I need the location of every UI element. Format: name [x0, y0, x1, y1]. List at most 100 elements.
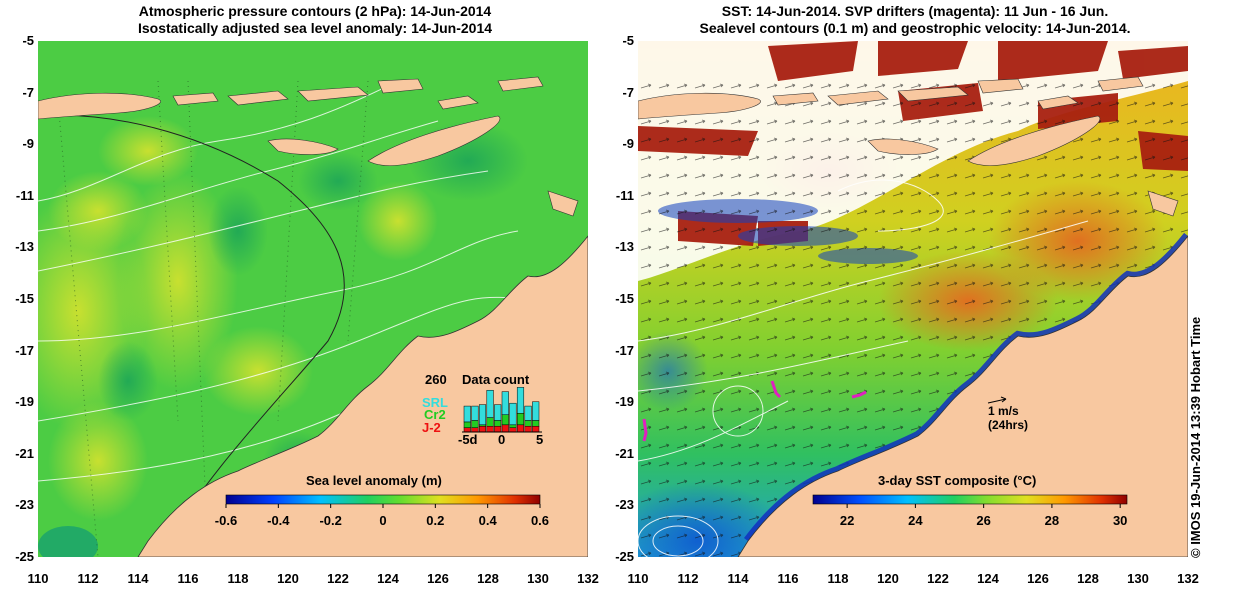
right-title-line2: Sealevel contours (0.1 m) and geostrophi… — [699, 20, 1131, 36]
sla-colorbar-title: Sea level anomaly (m) — [306, 473, 442, 488]
right-y-tick-label: -21 — [615, 445, 634, 461]
sst-map-svg: 1 m/s (24hrs) 3-day SST composite (°C) — [638, 41, 1188, 557]
data-count-bar-segment — [501, 424, 509, 433]
satellite-label-srl: SRL — [422, 395, 448, 410]
right-x-tick-label: 132 — [1177, 571, 1199, 586]
data-count-bar-segment — [524, 425, 532, 433]
data-count-xlabel-mid: 0 — [498, 432, 505, 447]
sst-colorbar-tick-label: 22 — [840, 513, 854, 528]
data-count-bar-segment — [471, 405, 479, 421]
left-y-tick-label: -23 — [15, 497, 34, 513]
sst-map: 1 m/s (24hrs) 3-day SST composite (°C) — [638, 41, 1188, 557]
left-x-tick-label: 128 — [477, 571, 499, 586]
left-y-tick-label: -17 — [15, 342, 34, 358]
left-x-tick-label: 132 — [577, 571, 599, 586]
right-y-tick-label: -23 — [615, 497, 634, 513]
left-y-tick-label: -9 — [22, 136, 34, 152]
data-count-bar-segment — [516, 387, 525, 414]
left-y-tick-label: -7 — [22, 84, 34, 100]
right-x-tick-label: 126 — [1027, 571, 1049, 586]
sla-colorbar: Sea level anomaly (m) -0.6 -0.4 -0.2 0 0.2 0.… — [215, 473, 549, 528]
right-title: SST: 14-Jun-2014. SVP drifters (magenta)… — [640, 3, 1190, 37]
data-count-bar-segment — [494, 404, 502, 421]
data-count-bar-segment — [463, 405, 471, 423]
drifter-tracks — [642, 380, 867, 442]
right-x-tick-label: 116 — [777, 571, 799, 586]
sla-colorbar-tick-label: -0.6 — [215, 513, 237, 528]
data-count-bar-segment — [501, 414, 509, 426]
data-count-bar-segment — [486, 425, 494, 433]
velocity-scale-sub: (24hrs) — [988, 418, 1028, 432]
data-count-inset: Data count 260 SRL Cr2 J-2 -5d 0 5 — [422, 372, 543, 447]
data-count-bar-segment — [478, 404, 487, 426]
velocity-scale-arrow: 1 m/s (24hrs) — [987, 396, 1028, 432]
data-count-max-label: 260 — [425, 372, 447, 387]
right-x-tick-label: 122 — [927, 571, 949, 586]
right-y-tick-label: -9 — [622, 136, 634, 152]
right-y-tick-label: -19 — [615, 394, 634, 410]
left-y-tick-label: -19 — [15, 394, 34, 410]
data-count-title: Data count — [462, 372, 530, 387]
data-count-bar-segment — [463, 421, 471, 428]
right-x-tick-label: 130 — [1127, 571, 1149, 586]
sla-colorbar-tick-label: -0.4 — [267, 513, 290, 528]
sst-colorbar-tick-label: 26 — [976, 513, 990, 528]
data-count-bar-segment — [532, 420, 540, 427]
data-count-bar-segment — [509, 424, 517, 428]
right-x-tick-label: 114 — [727, 571, 749, 586]
right-x-tick-label: 112 — [677, 571, 699, 586]
left-y-tick-label: -13 — [15, 239, 34, 255]
data-count-bar-segment — [524, 405, 532, 421]
data-count-bar-segment — [501, 391, 509, 415]
data-count-bar-segment — [516, 413, 525, 426]
sla-colorbar-tick-label: 0.2 — [426, 513, 444, 528]
right-x-tick-label: 128 — [1077, 571, 1099, 586]
sst-colorbar-tick-label: 28 — [1045, 513, 1059, 528]
left-y-tick-label: -11 — [15, 187, 34, 203]
left-x-tick-label: 116 — [177, 571, 199, 586]
sst-colorbar-title: 3-day SST composite (°C) — [878, 473, 1036, 488]
right-title-line1: SST: 14-Jun-2014. SVP drifters (magenta)… — [721, 3, 1109, 19]
left-y-tick-label: -21 — [15, 445, 34, 461]
sla-colorbar-tick-label: 0 — [379, 513, 386, 528]
right-y-tick-label: -11 — [615, 187, 634, 203]
right-y-tick-label: -17 — [615, 342, 634, 358]
right-y-tick-label: -15 — [615, 291, 634, 306]
right-x-tick-label: 110 — [627, 571, 649, 586]
data-count-bar-segment — [486, 389, 494, 418]
left-x-tick-label: 130 — [527, 571, 549, 586]
data-count-bar-segment — [516, 424, 525, 433]
velocity-scale-label: 1 m/s — [988, 404, 1019, 418]
left-x-tick-label: 120 — [277, 571, 299, 586]
left-x-tick-label: 124 — [377, 571, 399, 586]
data-count-bar-segment — [486, 417, 494, 427]
sst-colorbar: 3-day SST composite (°C) 22 24 26 28 30 — [812, 473, 1127, 528]
data-count-bar-segment — [509, 427, 517, 433]
data-count-bar-segment — [509, 402, 517, 426]
sst-colorbar-tick-label: 24 — [908, 513, 923, 528]
left-y-tick-label: -5 — [22, 33, 34, 48]
left-title: Atmospheric pressure contours (2 hPa): 1… — [40, 3, 590, 37]
left-title-line2: Isostatically adjusted sea level anomaly… — [137, 20, 493, 36]
sea-level-map-svg: Data count 260 SRL Cr2 J-2 -5d 0 5 Sea l… — [38, 41, 588, 557]
sea-level-anomaly-map: Data count 260 SRL Cr2 J-2 -5d 0 5 Sea l… — [38, 41, 588, 557]
satellite-label-j2: J-2 — [422, 420, 441, 435]
sla-colorbar-tick-label: 0.6 — [531, 513, 549, 528]
left-y-tick-label: -15 — [15, 291, 34, 306]
sla-colorbar-tick-label: -0.2 — [319, 513, 341, 528]
data-count-xlabel-end: 5 — [536, 432, 543, 447]
left-x-tick-label: 118 — [227, 571, 249, 586]
data-count-xlabel-start: -5d — [458, 432, 478, 447]
data-count-bar-segment — [471, 420, 479, 428]
right-y-tick-label: -7 — [622, 84, 634, 100]
left-x-tick-label: 126 — [427, 571, 449, 586]
left-x-tick-label: 114 — [127, 571, 149, 586]
sst-colorbar-tick-label: 30 — [1113, 513, 1127, 528]
left-x-tick-label: 122 — [327, 571, 349, 586]
right-y-tick-label: -25 — [615, 549, 634, 564]
satellite-label-cr2: Cr2 — [424, 407, 446, 422]
data-count-bar-segment — [524, 420, 532, 427]
right-y-tick-label: -5 — [622, 33, 634, 48]
left-x-tick-label: 110 — [27, 571, 49, 586]
right-x-tick-label: 118 — [827, 571, 849, 586]
